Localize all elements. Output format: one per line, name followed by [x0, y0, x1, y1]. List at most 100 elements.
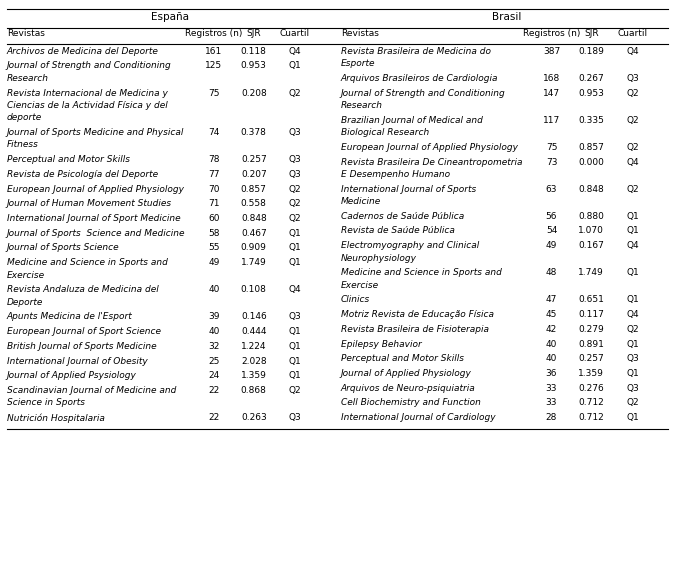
- Text: Q1: Q1: [626, 413, 639, 422]
- Text: 0.880: 0.880: [578, 212, 604, 221]
- Text: España: España: [151, 12, 190, 21]
- Text: Biological Research: Biological Research: [341, 128, 429, 137]
- Text: 0.857: 0.857: [578, 143, 604, 152]
- Text: 75: 75: [545, 143, 558, 152]
- Text: 54: 54: [546, 227, 557, 235]
- Text: Q1: Q1: [626, 369, 639, 378]
- Text: Arquivos Brasileiros de Cardiologia: Arquivos Brasileiros de Cardiologia: [341, 74, 498, 83]
- Text: Q1: Q1: [289, 342, 301, 351]
- Text: 1.359: 1.359: [241, 372, 267, 380]
- Text: British Journal of Sports Medicine: British Journal of Sports Medicine: [7, 342, 157, 351]
- Text: Fitness: Fitness: [7, 141, 38, 149]
- Text: 0.891: 0.891: [578, 340, 604, 349]
- Text: International Journal of Cardiology: International Journal of Cardiology: [341, 413, 495, 422]
- Text: 74: 74: [209, 128, 219, 137]
- Text: Brasil: Brasil: [491, 12, 521, 21]
- Text: 0.257: 0.257: [241, 155, 267, 164]
- Text: Q1: Q1: [289, 228, 301, 238]
- Text: 0.848: 0.848: [241, 214, 267, 223]
- Text: Perceptual and Motor Skills: Perceptual and Motor Skills: [7, 155, 130, 164]
- Text: Deporte: Deporte: [7, 298, 43, 307]
- Text: 1.224: 1.224: [241, 342, 267, 351]
- Text: 55: 55: [208, 243, 220, 253]
- Text: 0.276: 0.276: [578, 384, 604, 393]
- Text: 0.953: 0.953: [241, 62, 267, 70]
- Text: 2.028: 2.028: [241, 357, 267, 366]
- Text: 42: 42: [546, 325, 557, 334]
- Text: Q2: Q2: [626, 143, 639, 152]
- Text: Journal of Sports Medicine and Physical: Journal of Sports Medicine and Physical: [7, 128, 184, 137]
- Text: 40: 40: [209, 327, 219, 336]
- Text: Q3: Q3: [289, 155, 301, 164]
- Text: Q1: Q1: [626, 212, 639, 221]
- Text: Registros (n): Registros (n): [185, 29, 242, 39]
- Text: 47: 47: [546, 295, 557, 305]
- Text: 33: 33: [545, 384, 558, 393]
- Text: Neurophysiology: Neurophysiology: [341, 254, 417, 263]
- Text: Clinics: Clinics: [341, 295, 370, 305]
- Text: 58: 58: [208, 228, 220, 238]
- Text: Journal of Applied Psysiology: Journal of Applied Psysiology: [7, 372, 136, 380]
- Text: 0.444: 0.444: [241, 327, 267, 336]
- Text: 0.263: 0.263: [241, 413, 267, 422]
- Text: 0.378: 0.378: [241, 128, 267, 137]
- Text: Q3: Q3: [289, 413, 301, 422]
- Text: Q2: Q2: [289, 200, 301, 208]
- Text: 40: 40: [546, 340, 557, 349]
- Text: Cadernos de Saúde Pública: Cadernos de Saúde Pública: [341, 212, 464, 221]
- Text: Motriz Revista de Educação Física: Motriz Revista de Educação Física: [341, 310, 494, 319]
- Text: Research: Research: [341, 101, 383, 110]
- Text: 36: 36: [545, 369, 558, 378]
- Text: 161: 161: [205, 47, 223, 56]
- Text: 49: 49: [209, 258, 219, 267]
- Text: 0.117: 0.117: [578, 310, 604, 319]
- Text: Exercise: Exercise: [7, 271, 45, 280]
- Text: Q3: Q3: [626, 384, 639, 393]
- Text: 73: 73: [545, 158, 558, 167]
- Text: 1.749: 1.749: [241, 258, 267, 267]
- Text: Revista de Psicología del Deporte: Revista de Psicología del Deporte: [7, 170, 158, 179]
- Text: Q3: Q3: [289, 128, 301, 137]
- Text: 28: 28: [546, 413, 557, 422]
- Text: Revista Internacional de Medicina y: Revista Internacional de Medicina y: [7, 89, 167, 98]
- Text: Q2: Q2: [626, 89, 639, 98]
- Text: 1.749: 1.749: [578, 268, 604, 278]
- Text: 0.167: 0.167: [578, 241, 604, 250]
- Text: Ciencias de la Actividad Física y del: Ciencias de la Actividad Física y del: [7, 101, 167, 110]
- Text: International Journal of Obesity: International Journal of Obesity: [7, 357, 148, 366]
- Text: 0.208: 0.208: [241, 89, 267, 98]
- Text: Q1: Q1: [289, 258, 301, 267]
- Text: 0.146: 0.146: [241, 313, 267, 321]
- Text: 71: 71: [208, 200, 220, 208]
- Text: 33: 33: [545, 399, 558, 407]
- Text: Q3: Q3: [626, 74, 639, 83]
- Text: Archivos de Medicina del Deporte: Archivos de Medicina del Deporte: [7, 47, 159, 56]
- Text: 40: 40: [209, 285, 219, 294]
- Text: Q4: Q4: [626, 310, 639, 319]
- Text: Q2: Q2: [626, 399, 639, 407]
- Text: 24: 24: [209, 372, 219, 380]
- Text: Cell Biochemistry and Function: Cell Biochemistry and Function: [341, 399, 481, 407]
- Text: Revista Brasileira de Fisioterapia: Revista Brasileira de Fisioterapia: [341, 325, 489, 334]
- Text: Exercise: Exercise: [341, 281, 379, 290]
- Text: 0.712: 0.712: [578, 399, 604, 407]
- Text: Cuartil: Cuartil: [280, 29, 310, 39]
- Text: Q3: Q3: [289, 313, 301, 321]
- Text: 56: 56: [545, 212, 558, 221]
- Text: Q2: Q2: [289, 89, 301, 98]
- Text: European Journal of Applied Physiology: European Journal of Applied Physiology: [341, 143, 518, 152]
- Text: Q1: Q1: [289, 62, 301, 70]
- Text: Revista Andaluza de Medicina del: Revista Andaluza de Medicina del: [7, 285, 159, 294]
- Text: Q4: Q4: [289, 47, 301, 56]
- Text: 22: 22: [209, 413, 219, 422]
- Text: 0.207: 0.207: [241, 170, 267, 179]
- Text: 117: 117: [543, 116, 560, 125]
- Text: Brazilian Journal of Medical and: Brazilian Journal of Medical and: [341, 116, 483, 125]
- Text: 0.279: 0.279: [578, 325, 604, 334]
- Text: Journal of Strength and Conditioning: Journal of Strength and Conditioning: [7, 62, 171, 70]
- Text: Nutrición Hospitalaria: Nutrición Hospitalaria: [7, 413, 105, 422]
- Text: Esporte: Esporte: [341, 59, 375, 68]
- Text: 0.857: 0.857: [241, 185, 267, 194]
- Text: 168: 168: [543, 74, 560, 83]
- Text: 1.070: 1.070: [578, 227, 604, 235]
